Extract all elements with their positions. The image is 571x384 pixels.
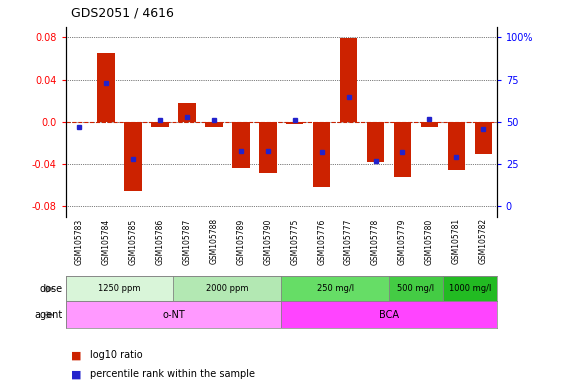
Bar — [313, 122, 331, 187]
Text: GDS2051 / 4616: GDS2051 / 4616 — [71, 6, 174, 19]
Text: 1000 mg/l: 1000 mg/l — [449, 285, 491, 293]
Bar — [151, 122, 168, 127]
Bar — [205, 122, 223, 127]
Text: agent: agent — [35, 310, 63, 320]
Text: 1250 ppm: 1250 ppm — [98, 285, 141, 293]
Bar — [97, 53, 115, 122]
Bar — [66, 301, 281, 328]
Text: 2000 ppm: 2000 ppm — [206, 285, 248, 293]
Bar — [475, 122, 492, 154]
Bar — [367, 122, 384, 162]
Bar — [178, 103, 196, 122]
Text: ■: ■ — [71, 369, 82, 379]
Bar — [232, 122, 250, 169]
Bar — [281, 301, 497, 328]
Bar — [448, 122, 465, 170]
Bar — [286, 122, 303, 124]
Text: BCA: BCA — [379, 310, 399, 320]
Text: dose: dose — [40, 284, 63, 294]
Text: percentile rank within the sample: percentile rank within the sample — [90, 369, 255, 379]
Text: 250 mg/l: 250 mg/l — [316, 285, 353, 293]
Bar — [174, 276, 281, 301]
Bar — [340, 38, 357, 122]
Bar — [124, 122, 142, 190]
Text: o-NT: o-NT — [162, 310, 185, 320]
Bar — [394, 122, 411, 177]
Bar — [443, 276, 497, 301]
Bar — [389, 276, 443, 301]
Bar — [281, 276, 389, 301]
Bar — [421, 122, 438, 127]
Text: 500 mg/l: 500 mg/l — [397, 285, 435, 293]
Text: log10 ratio: log10 ratio — [90, 350, 142, 360]
Bar — [66, 276, 174, 301]
Text: ■: ■ — [71, 350, 82, 360]
Bar — [259, 122, 276, 173]
